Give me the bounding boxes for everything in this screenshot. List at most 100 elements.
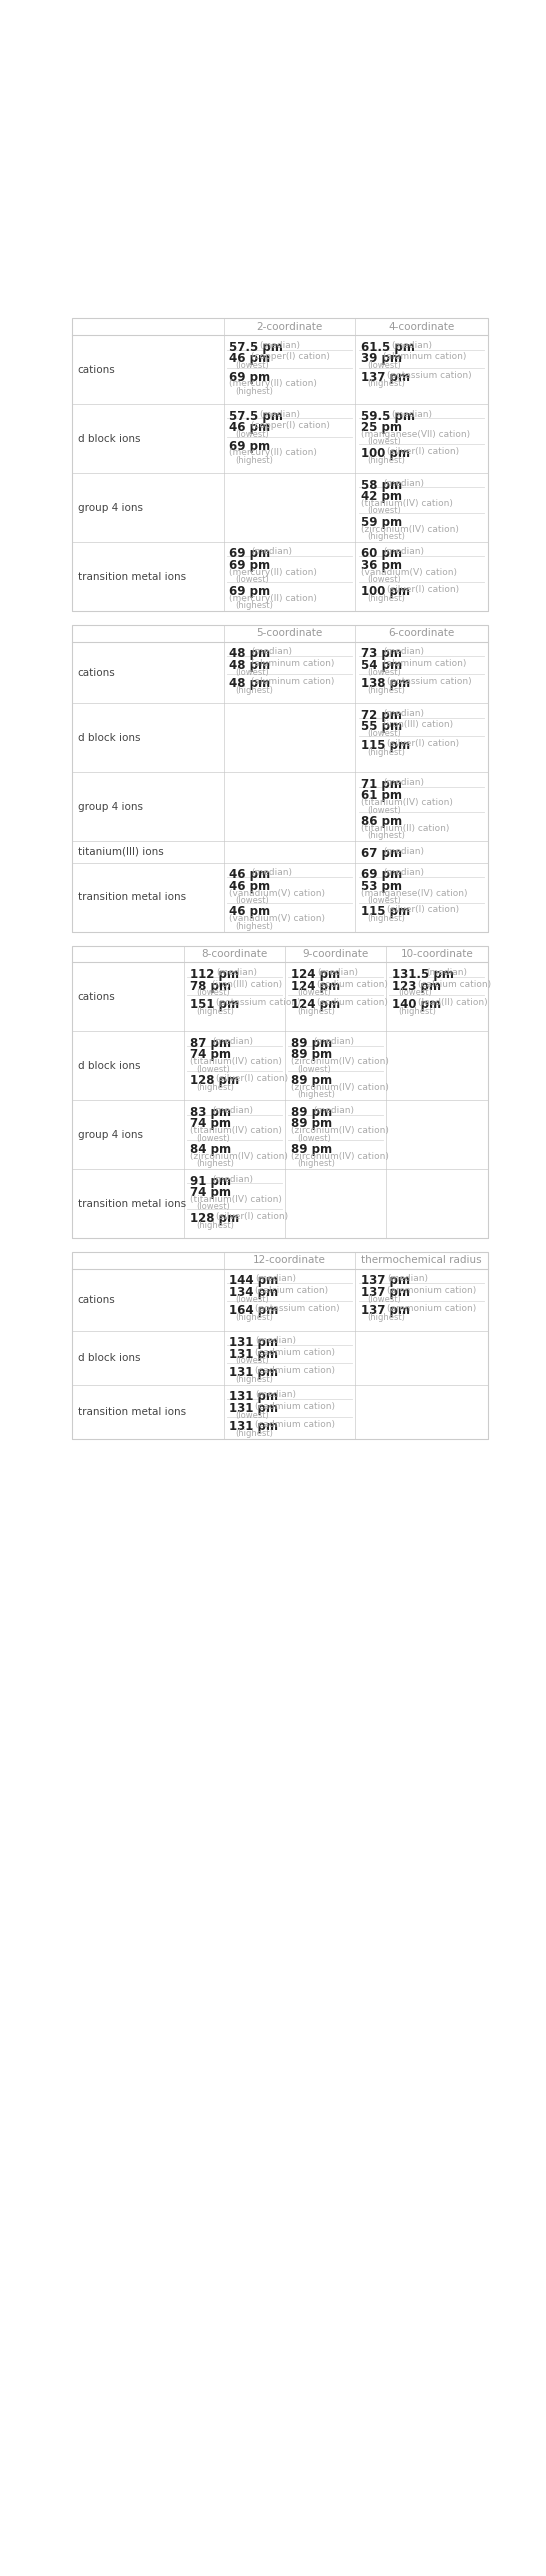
Text: group 4 ions: group 4 ions [78, 502, 143, 513]
Text: 115 pm: 115 pm [361, 739, 410, 752]
Text: 69 pm: 69 pm [229, 549, 270, 562]
Text: (highest): (highest) [367, 592, 405, 603]
Text: (median): (median) [391, 340, 432, 350]
Bar [72, 945, 488, 1239]
Text: (lowest): (lowest) [367, 574, 401, 585]
Text: (highest): (highest) [235, 1430, 273, 1437]
Bar [72, 319, 488, 611]
Text: (aluminum cation): (aluminum cation) [251, 677, 335, 685]
Text: (vanadium(V) cation): (vanadium(V) cation) [229, 914, 325, 922]
Text: (mercury(II) cation): (mercury(II) cation) [229, 448, 317, 459]
Text: (median): (median) [383, 549, 424, 556]
Text: (lowest): (lowest) [367, 438, 401, 446]
Text: 46 pm: 46 pm [229, 868, 270, 881]
Text: 137 pm: 137 pm [361, 1303, 410, 1316]
Text: 48 pm: 48 pm [229, 659, 270, 672]
Text: (highest): (highest) [196, 1007, 234, 1015]
Text: (titanium(IV) cation): (titanium(IV) cation) [189, 1056, 282, 1066]
Text: 124 pm: 124 pm [290, 997, 340, 1010]
Text: (median): (median) [387, 1275, 429, 1283]
Text: 137 pm: 137 pm [361, 371, 410, 384]
Text: (lowest): (lowest) [367, 667, 401, 677]
Text: (silver(I) cation): (silver(I) cation) [216, 1074, 288, 1082]
Text: 46 pm: 46 pm [229, 353, 270, 366]
Text: (highest): (highest) [367, 685, 405, 696]
Text: 54 pm: 54 pm [361, 659, 402, 672]
Text: transition metal ions: transition metal ions [78, 891, 186, 902]
Text: 73 pm: 73 pm [361, 647, 402, 659]
Bar [72, 1252, 488, 1440]
Text: (lowest): (lowest) [235, 896, 269, 904]
Text: 123 pm: 123 pm [391, 979, 441, 992]
Text: (highest): (highest) [235, 1314, 273, 1321]
Text: (copper(I) cation): (copper(I) cation) [251, 422, 330, 430]
Text: (aluminum cation): (aluminum cation) [383, 353, 466, 361]
Text: cations: cations [78, 1296, 115, 1303]
Text: (silver(I) cation): (silver(I) cation) [387, 739, 459, 747]
Text: (iron(III) cation): (iron(III) cation) [212, 979, 282, 989]
Text: (potassium cation): (potassium cation) [387, 371, 472, 379]
Text: 10-coordinate: 10-coordinate [400, 948, 473, 958]
Text: (median): (median) [383, 708, 424, 719]
Text: (titanium(IV) cation): (titanium(IV) cation) [361, 500, 453, 507]
Text: 131 pm: 131 pm [229, 1391, 278, 1404]
Text: (titanium(IV) cation): (titanium(IV) cation) [189, 1126, 282, 1136]
Text: (silver(I) cation): (silver(I) cation) [387, 446, 459, 456]
Text: 89 pm: 89 pm [290, 1118, 332, 1131]
Text: transition metal ions: transition metal ions [78, 1406, 186, 1417]
Text: (median): (median) [252, 647, 293, 657]
Text: (lowest): (lowest) [297, 1133, 330, 1144]
Text: 124 pm: 124 pm [290, 969, 340, 981]
Text: 69 pm: 69 pm [229, 585, 270, 598]
Text: 89 pm: 89 pm [290, 1144, 332, 1157]
Text: (zirconium(IV) cation): (zirconium(IV) cation) [361, 526, 459, 533]
Text: (median): (median) [383, 647, 424, 657]
Text: 164 pm: 164 pm [229, 1303, 278, 1316]
Text: (highest): (highest) [235, 386, 273, 397]
Text: (zirconium(IV) cation): (zirconium(IV) cation) [290, 1082, 389, 1092]
Text: (median): (median) [212, 1105, 253, 1115]
Text: (median): (median) [383, 479, 424, 487]
Text: d block ions: d block ions [78, 732, 140, 742]
Text: (lowest): (lowest) [235, 361, 269, 371]
Text: 151 pm: 151 pm [189, 997, 239, 1010]
Text: 83 pm: 83 pm [189, 1105, 231, 1118]
Text: (iron(III) cation): (iron(III) cation) [383, 721, 453, 729]
Text: 4-coordinate: 4-coordinate [388, 322, 455, 332]
Text: d block ions: d block ions [78, 1061, 140, 1072]
Text: 89 pm: 89 pm [290, 1105, 332, 1118]
Text: (cadmium cation): (cadmium cation) [256, 1419, 335, 1430]
Text: 128 pm: 128 pm [189, 1211, 239, 1224]
Text: 48 pm: 48 pm [229, 677, 270, 690]
Text: (highest): (highest) [235, 600, 273, 611]
Text: d block ions: d block ions [78, 1352, 140, 1363]
Text: 72 pm: 72 pm [361, 708, 402, 721]
Text: (silver(I) cation): (silver(I) cation) [387, 904, 459, 914]
Text: 25 pm: 25 pm [361, 422, 402, 435]
Text: (highest): (highest) [235, 922, 273, 930]
Text: 74 pm: 74 pm [189, 1118, 231, 1131]
Text: 71 pm: 71 pm [361, 778, 402, 791]
Text: (median): (median) [317, 969, 358, 976]
Text: 69 pm: 69 pm [229, 371, 270, 384]
Text: (aluminum cation): (aluminum cation) [251, 659, 335, 667]
Text: 137 pm: 137 pm [361, 1285, 410, 1298]
Text: 78 pm: 78 pm [189, 979, 231, 992]
Text: 48 pm: 48 pm [229, 647, 270, 659]
Text: d block ions: d block ions [78, 433, 140, 443]
Text: (zirconium(IV) cation): (zirconium(IV) cation) [290, 1056, 389, 1066]
Text: 58 pm: 58 pm [361, 479, 402, 492]
Text: 46 pm: 46 pm [229, 422, 270, 435]
Text: cations: cations [78, 667, 115, 677]
Text: 36 pm: 36 pm [361, 559, 402, 572]
Text: (lowest): (lowest) [367, 361, 401, 371]
Text: (lowest): (lowest) [235, 1412, 269, 1419]
Text: (median): (median) [313, 1036, 354, 1046]
Text: (highest): (highest) [367, 914, 405, 922]
Text: (manganese(VII) cation): (manganese(VII) cation) [361, 430, 470, 438]
Text: (lowest): (lowest) [235, 574, 269, 585]
Text: (ammonium cation): (ammonium cation) [387, 1285, 476, 1296]
Text: 131 pm: 131 pm [229, 1337, 278, 1350]
Text: (lowest): (lowest) [235, 1296, 269, 1303]
Text: 100 pm: 100 pm [361, 585, 410, 598]
